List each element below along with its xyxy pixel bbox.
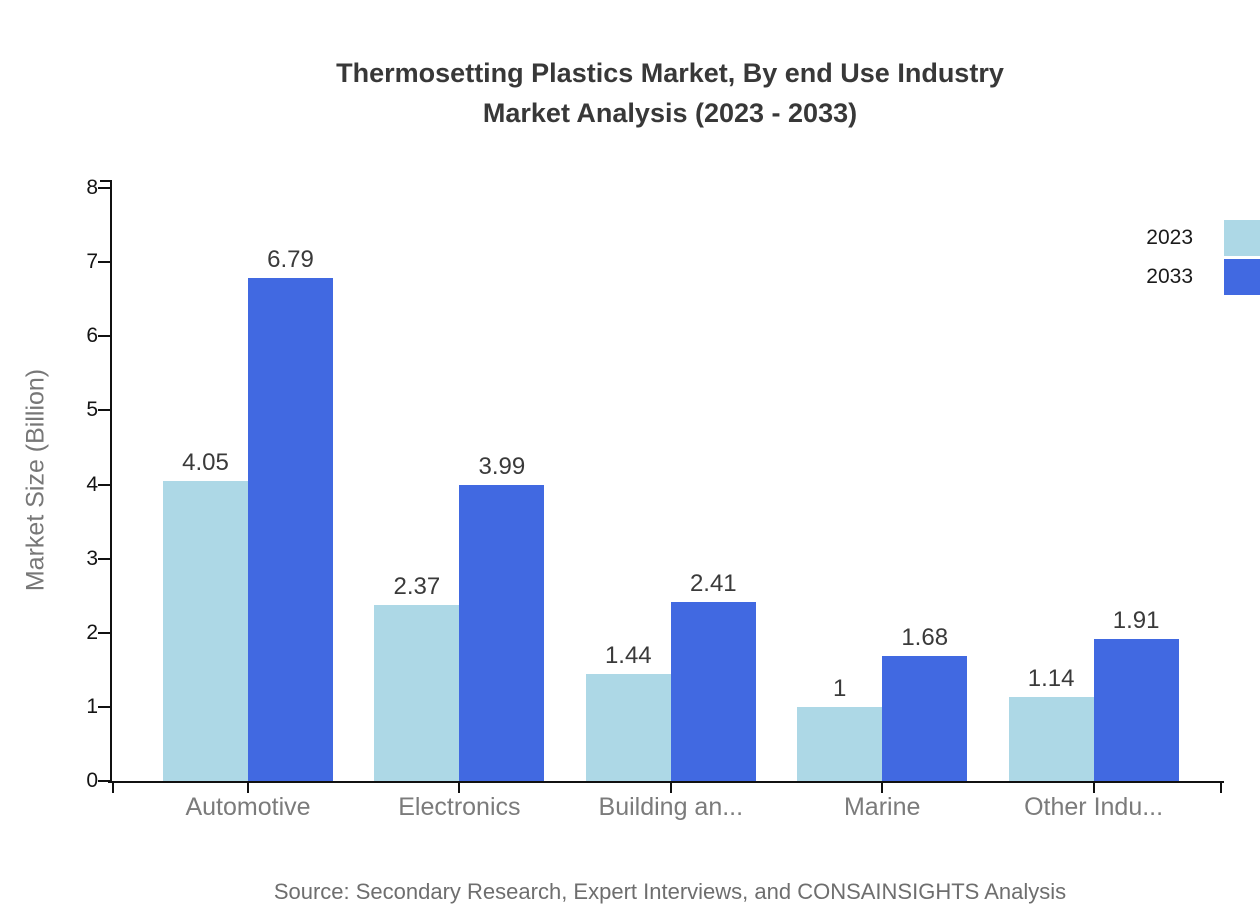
x-axis-category-label: Automotive bbox=[185, 793, 311, 821]
source-note: Source: Secondary Research, Expert Inter… bbox=[273, 879, 1067, 904]
y-axis-tick-label: 3 bbox=[86, 546, 98, 570]
y-axis-tick bbox=[98, 780, 110, 782]
bar-2033-2 bbox=[459, 485, 545, 781]
bar-value-label: 2.37 bbox=[393, 573, 441, 601]
x-axis-category-label: Other Indu... bbox=[1024, 793, 1164, 821]
x-axis-category-label: Building an... bbox=[598, 793, 744, 821]
y-axis-tick bbox=[98, 261, 110, 264]
chart-title: Thermosetting Plastics Market, By end Us… bbox=[0, 53, 1260, 133]
bar-2023-4 bbox=[797, 706, 883, 781]
legend-swatch-2023 bbox=[1224, 220, 1260, 256]
x-axis-tick-end bbox=[112, 783, 114, 793]
bar-value-label: 1.14 bbox=[1027, 664, 1075, 692]
x-axis-tick bbox=[669, 783, 672, 793]
y-axis-line bbox=[110, 180, 112, 783]
bar-2023-1 bbox=[163, 480, 248, 781]
y-axis-tick bbox=[98, 631, 110, 634]
y-axis-end-cap bbox=[100, 180, 112, 182]
y-axis-tick bbox=[98, 409, 110, 412]
y-axis-tick-label: 0 bbox=[86, 769, 98, 792]
x-axis-tick bbox=[247, 783, 249, 793]
x-axis-tick-end bbox=[1220, 783, 1222, 793]
bar-2033-3 bbox=[670, 602, 756, 781]
bar-value-label: 3.99 bbox=[478, 453, 526, 481]
bar-2023-3 bbox=[585, 674, 671, 781]
bar-value-label: 1.44 bbox=[604, 642, 652, 670]
legend-label-2023: 2023 bbox=[1146, 226, 1193, 249]
y-axis-title: Market Size (Billion) bbox=[21, 368, 50, 592]
x-axis-tick bbox=[458, 783, 461, 793]
y-axis-tick-label: 2 bbox=[86, 620, 98, 644]
bar-2033-4 bbox=[882, 656, 968, 781]
chart-title-line1: Thermosetting Plastics Market, By end Us… bbox=[336, 58, 1004, 88]
y-axis-tick bbox=[98, 335, 110, 338]
y-axis-tick bbox=[98, 187, 110, 189]
bar-2033-1 bbox=[248, 277, 333, 781]
bar-2033-5 bbox=[1093, 639, 1179, 781]
x-axis-tick bbox=[881, 783, 884, 793]
y-axis-tick-label: 7 bbox=[86, 250, 98, 274]
plot-area: 4.05 6.79 2.37 3.99 1.44 2.41 1 1.68 1.14 1.91 bbox=[110, 188, 1222, 781]
bar-value-label: 1 bbox=[833, 674, 847, 702]
bar-value-label: 4.05 bbox=[182, 448, 229, 476]
y-axis-tick-label: 5 bbox=[86, 398, 98, 422]
legend-swatch-2033 bbox=[1224, 259, 1260, 295]
y-axis-tick-label: 4 bbox=[86, 472, 98, 496]
y-axis-tick bbox=[98, 483, 110, 486]
y-axis-tick bbox=[98, 705, 110, 708]
bar-value-label: 6.79 bbox=[267, 245, 314, 273]
y-axis-tick-label: 8 bbox=[86, 176, 98, 199]
chart-title-line2: Market Analysis (2023 - 2033) bbox=[482, 98, 858, 128]
y-axis-tick bbox=[98, 557, 110, 560]
bar-2023-2 bbox=[374, 605, 460, 781]
x-axis-line bbox=[108, 781, 1224, 783]
x-axis-tick bbox=[1092, 783, 1095, 793]
bar-2023-5 bbox=[1008, 696, 1094, 781]
legend-label-2033: 2033 bbox=[1146, 265, 1193, 288]
y-axis-tick-label: 6 bbox=[86, 324, 98, 348]
bar-value-label: 1.91 bbox=[1112, 607, 1160, 635]
y-axis-tick-label: 1 bbox=[86, 694, 98, 718]
x-axis-category-label: Marine bbox=[843, 793, 921, 821]
bar-value-label: 2.41 bbox=[689, 570, 737, 598]
bar-value-label: 1.68 bbox=[901, 624, 949, 652]
x-axis-category-label: Electronics bbox=[398, 793, 521, 821]
